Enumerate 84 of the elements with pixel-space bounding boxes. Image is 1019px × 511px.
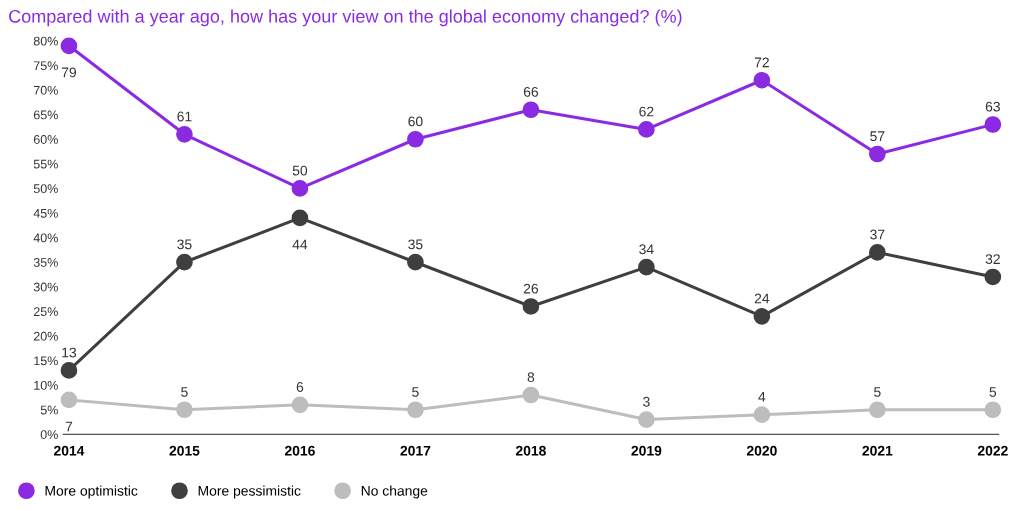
y-tick-label: 0% — [40, 430, 58, 439]
y-tick-label: 25% — [33, 307, 58, 317]
data-label: 5 — [412, 387, 419, 397]
x-tick-label: 2019 — [631, 445, 662, 456]
y-tick-label: 35% — [33, 258, 58, 267]
data-label: 79 — [61, 67, 77, 78]
point — [753, 307, 771, 325]
data-label: 62 — [639, 106, 654, 117]
data-label: 5 — [989, 387, 997, 397]
y-tick-label: 55% — [33, 159, 58, 169]
y-tick-label: 15% — [34, 356, 58, 366]
point — [522, 101, 540, 119]
data-label: 3 — [643, 396, 650, 407]
data-label: 5 — [874, 387, 881, 397]
point — [291, 396, 309, 414]
x-tick-label: 2016 — [284, 445, 315, 456]
point — [638, 258, 655, 276]
legend-label: More pessimistic — [198, 485, 301, 499]
y-tick-label: 80% — [33, 36, 58, 46]
chart-title: Compared with a year ago, how has your view on the global economy changed? (%) — [9, 9, 682, 27]
data-label: 7 — [65, 421, 73, 432]
data-label: 35 — [408, 239, 423, 250]
data-label: 63 — [985, 101, 1000, 112]
point — [176, 253, 193, 271]
point — [176, 401, 193, 419]
y-tick-label: 50% — [33, 184, 58, 194]
data-label: 50 — [292, 165, 308, 176]
point — [984, 401, 1002, 419]
data-label: 24 — [754, 293, 770, 304]
y-tick-label: 40% — [33, 233, 58, 243]
y-tick-label: 5% — [40, 405, 58, 415]
point — [984, 116, 1002, 133]
legend-label: No change — [361, 485, 428, 499]
y-tick-label: 30% — [33, 282, 58, 292]
x-tick-label: 2018 — [515, 445, 546, 456]
point — [869, 244, 886, 261]
point — [176, 125, 193, 143]
point — [60, 391, 78, 409]
x-tick-label: 2017 — [400, 445, 431, 456]
point — [638, 411, 655, 428]
point — [869, 401, 886, 419]
data-label: 60 — [408, 116, 423, 127]
y-tick-label: 70% — [33, 85, 58, 95]
point — [522, 386, 540, 404]
data-label: 44 — [292, 239, 308, 250]
point — [869, 145, 886, 163]
x-tick-label: 2014 — [53, 445, 85, 456]
point — [753, 71, 771, 89]
data-label: 34 — [639, 244, 654, 255]
data-label: 26 — [523, 283, 539, 294]
data-label: 37 — [870, 229, 885, 240]
y-tick-label: 65% — [33, 110, 58, 120]
data-label: 35 — [177, 239, 192, 250]
point — [60, 362, 78, 379]
point — [291, 180, 309, 197]
y-tick-label: 10% — [34, 380, 58, 390]
point — [638, 121, 655, 138]
data-label: 5 — [181, 387, 188, 397]
data-label: 8 — [527, 372, 535, 383]
x-tick-label: 2022 — [977, 445, 1008, 456]
point — [60, 37, 78, 55]
data-label: 72 — [754, 57, 769, 68]
point — [291, 209, 309, 227]
y-tick-label: 60% — [33, 135, 58, 144]
x-tick-label: 2020 — [746, 445, 777, 456]
y-tick-label: 45% — [33, 208, 58, 218]
data-label: 61 — [177, 111, 192, 122]
data-label: 13 — [62, 347, 77, 358]
point — [753, 406, 771, 424]
data-label: 32 — [985, 254, 1000, 265]
x-tick-label: 2021 — [862, 445, 893, 456]
y-tick-label: 20% — [33, 331, 58, 341]
data-label: 66 — [523, 86, 539, 97]
y-tick-label: 75% — [33, 61, 58, 71]
point — [522, 298, 540, 315]
legend-label: More optimistic — [45, 485, 138, 499]
point — [407, 253, 424, 271]
point — [407, 130, 424, 148]
x-tick-label: 2015 — [169, 445, 200, 456]
data-label: 6 — [296, 382, 304, 392]
data-label: 57 — [870, 131, 885, 142]
data-label: 4 — [758, 392, 766, 402]
point — [984, 268, 1002, 286]
point — [407, 401, 424, 419]
